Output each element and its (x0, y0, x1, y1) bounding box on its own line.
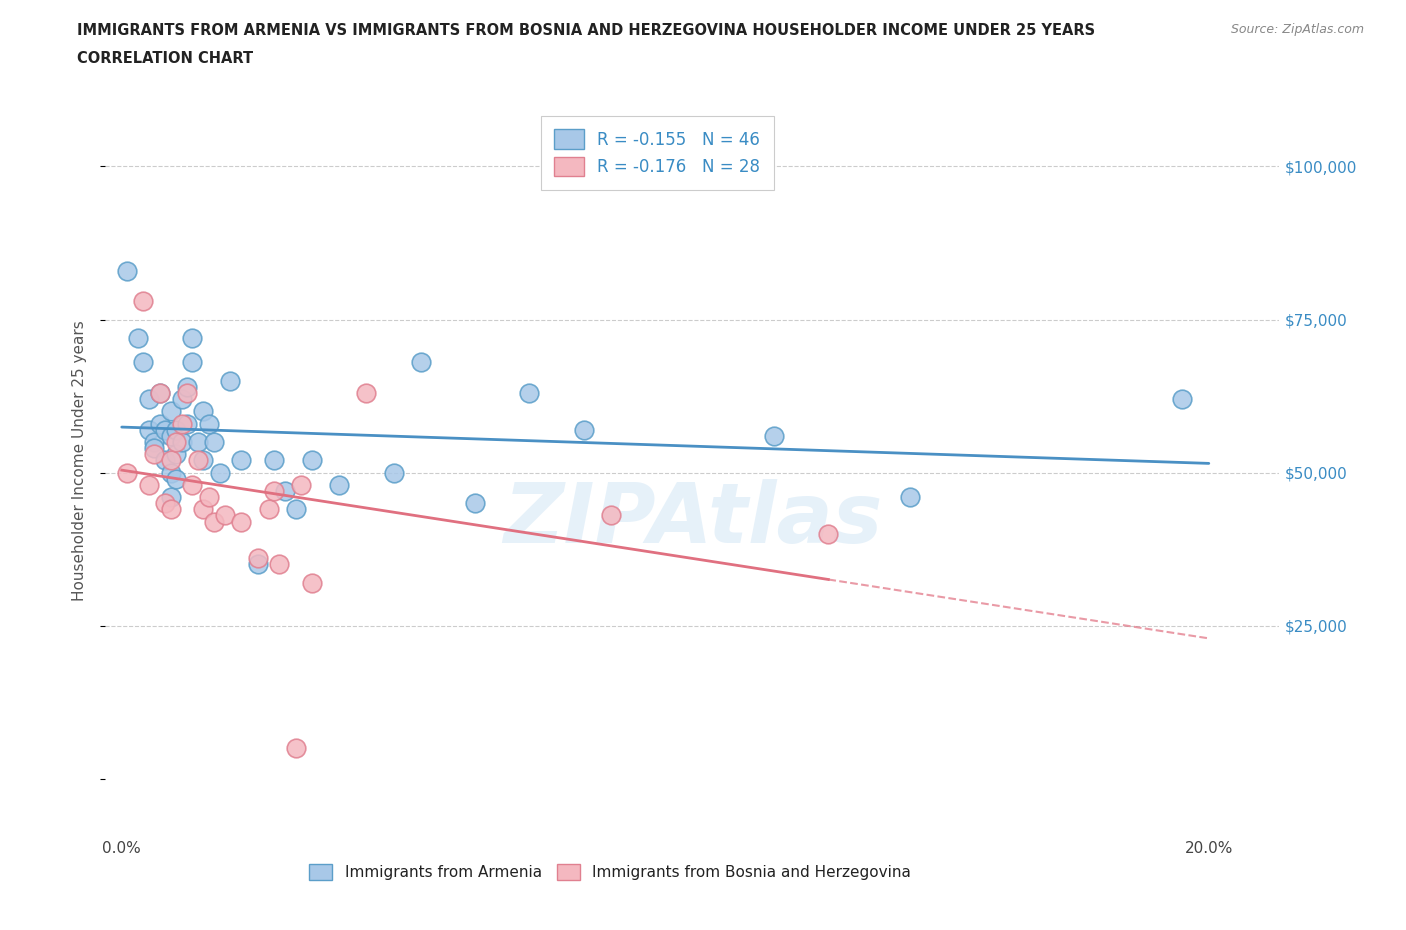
Point (132, 294, 155, 309)
Point (208, 465, 231, 480)
Point (170, 392, 193, 406)
Point (165, 472, 187, 486)
Point (143, 446, 166, 461)
Point (181, 330, 204, 345)
Point (181, 477, 204, 492)
Point (246, 557, 269, 572)
Point (356, 386, 378, 401)
Point (193, 502, 215, 517)
Point (409, 355, 432, 370)
Point (301, 576, 323, 591)
Point (464, 496, 486, 511)
Point (274, 484, 297, 498)
Point (138, 392, 160, 406)
Point (257, 502, 280, 517)
Point (572, 422, 595, 437)
Point (284, 502, 307, 517)
Point (1170, 392, 1192, 406)
Point (159, 502, 181, 517)
Point (181, 355, 204, 370)
Point (165, 422, 187, 437)
Point (159, 404, 181, 418)
Point (115, 263, 138, 278)
Point (149, 386, 172, 401)
Point (132, 355, 155, 370)
Point (165, 446, 187, 461)
Point (138, 477, 160, 492)
Point (115, 465, 138, 480)
Point (176, 379, 198, 394)
Text: IMMIGRANTS FROM ARMENIA VS IMMIGRANTS FROM BOSNIA AND HERZEGOVINA HOUSEHOLDER IN: IMMIGRANTS FROM ARMENIA VS IMMIGRANTS FR… (77, 23, 1095, 38)
Y-axis label: Householder Income Under 25 years: Householder Income Under 25 years (72, 320, 87, 601)
Point (269, 557, 291, 572)
Point (817, 526, 839, 541)
Point (382, 465, 405, 480)
Point (231, 514, 253, 529)
Point (159, 453, 181, 468)
Point (159, 465, 181, 480)
Point (519, 386, 541, 401)
Point (155, 496, 177, 511)
Point (155, 422, 177, 437)
Point (197, 417, 219, 432)
Point (149, 417, 172, 432)
Point (197, 489, 219, 504)
Point (143, 441, 166, 456)
Point (193, 404, 215, 418)
Text: ZIPAtlas: ZIPAtlas (503, 479, 882, 560)
Point (159, 429, 181, 444)
Point (290, 477, 312, 492)
Point (193, 453, 215, 468)
Point (155, 453, 177, 468)
Point (263, 484, 285, 498)
Point (127, 330, 149, 345)
Point (600, 508, 623, 523)
Legend: Immigrants from Armenia, Immigrants from Bosnia and Herzegovina: Immigrants from Armenia, Immigrants from… (304, 858, 917, 886)
Point (187, 453, 209, 468)
Point (159, 489, 181, 504)
Point (202, 514, 225, 529)
Text: Source: ZipAtlas.com: Source: ZipAtlas.com (1230, 23, 1364, 36)
Point (149, 386, 172, 401)
Point (187, 434, 209, 449)
Point (219, 373, 242, 388)
Point (138, 422, 160, 437)
Point (165, 434, 187, 449)
Point (301, 453, 323, 468)
Point (214, 508, 236, 523)
Point (170, 417, 193, 432)
Point (284, 740, 307, 755)
Point (176, 417, 198, 432)
Point (170, 434, 193, 449)
Point (898, 489, 921, 504)
Point (202, 434, 225, 449)
Point (176, 386, 198, 401)
Point (328, 477, 350, 492)
Point (231, 453, 253, 468)
Text: CORRELATION CHART: CORRELATION CHART (77, 51, 253, 66)
Point (246, 551, 269, 565)
Point (143, 434, 166, 449)
Point (263, 453, 285, 468)
Point (762, 429, 785, 444)
